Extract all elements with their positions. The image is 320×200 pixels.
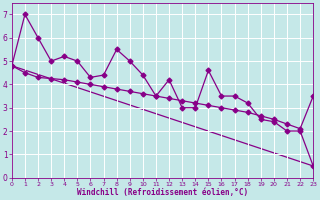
X-axis label: Windchill (Refroidissement éolien,°C): Windchill (Refroidissement éolien,°C) xyxy=(77,188,248,197)
